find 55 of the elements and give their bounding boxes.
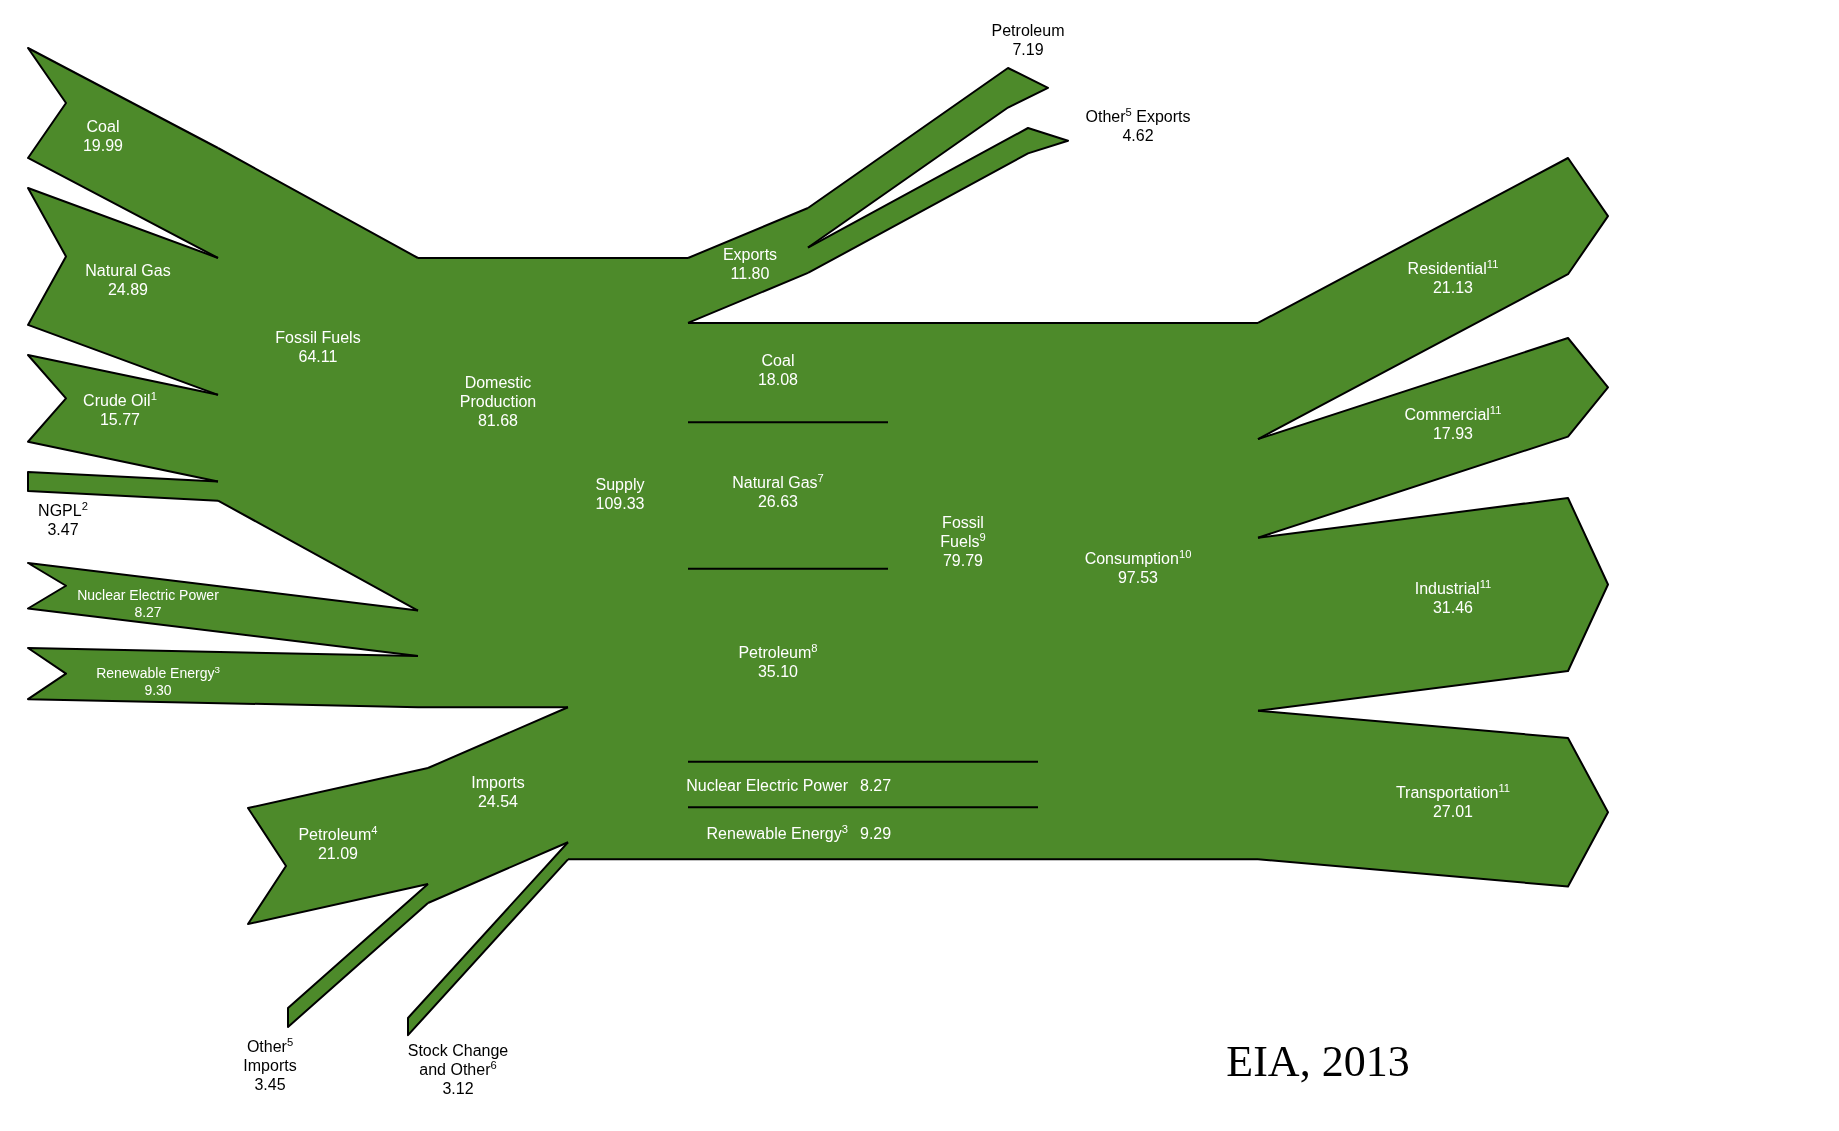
category-label: Commercial$^{11}$ [1404,404,1502,423]
data-label: 17.93 [1432,425,1474,442]
category-label: Stock Change and Other$^{6}$ [407,1042,509,1078]
data-label: 26.63 [757,493,799,510]
data-label: 35.10 [757,663,799,680]
category-label: Petroleum [991,22,1065,39]
data-label: 8.27 [860,776,892,794]
data-label: 21.13 [1432,279,1474,296]
category-label: Supply [595,476,645,493]
category-label: Other$^{5}$ Exports [1085,106,1191,125]
category-label: Residential$^{11}$ [1407,258,1499,277]
category-label: Coal [761,352,795,369]
category-label: Other$^{5}$ Imports [243,1036,297,1074]
data-label: 9.30 [144,682,172,698]
data-label: 3.12 [442,1080,474,1097]
category-label: Fossil Fuels [275,329,361,346]
data-label: 79.79 [942,552,984,570]
data-label: 24.54 [477,793,519,810]
data-label: 11.80 [730,265,770,282]
data-label: 21.09 [317,845,359,862]
category-label: Fossil Fuels$^{9}$ [940,514,986,551]
data-label: 24.89 [107,281,149,298]
data-label: 9.29 [860,824,892,842]
category-label: Renewable Energy$^{3}$ [96,663,221,681]
category-label: Consumption$^{10}$ [1084,548,1192,567]
data-label: 15.77 [99,411,141,428]
category-label: Renewable Energy$^{3}$ [706,822,848,842]
data-label: 4.62 [1122,127,1154,144]
category-label: Nuclear Electric Power [77,587,220,603]
category-label: Transportation$^{11}$ [1395,782,1511,801]
category-label: Exports [722,246,778,263]
category-label: Petroleum$^{8}$ [738,642,818,661]
category-label: Nuclear Electric Power [686,776,849,794]
data-label: 19.99 [82,137,124,154]
data-label: 7.19 [1012,41,1044,58]
data-label: 8.27 [134,604,162,620]
data-label: 3.47 [47,521,79,538]
data-label: 81.68 [477,412,519,429]
category-label: Natural Gas [85,262,171,279]
category-label: Domestic Production [459,374,537,410]
data-label: 18.08 [757,371,799,388]
category-label: Crude Oil$^{1}$ [83,390,157,409]
data-label: 27.01 [1432,803,1474,820]
data-label: 97.53 [1117,569,1159,586]
category-label: Petroleum$^{4}$ [298,824,378,843]
data-label: 31.46 [1432,599,1474,616]
text: EIA, 2013 [1226,1037,1410,1086]
category-label: Natural Gas$^{7}$ [732,472,824,491]
category-label: NGPL$^{2}$ [38,500,88,519]
data-label: 109.33 [595,495,645,512]
data-label: 3.45 [254,1076,286,1093]
category-label: Coal [86,118,120,135]
category-label: Industrial$^{11}$ [1414,578,1492,597]
data-label: 64.11 [298,348,338,365]
category-label: Imports [471,774,525,791]
